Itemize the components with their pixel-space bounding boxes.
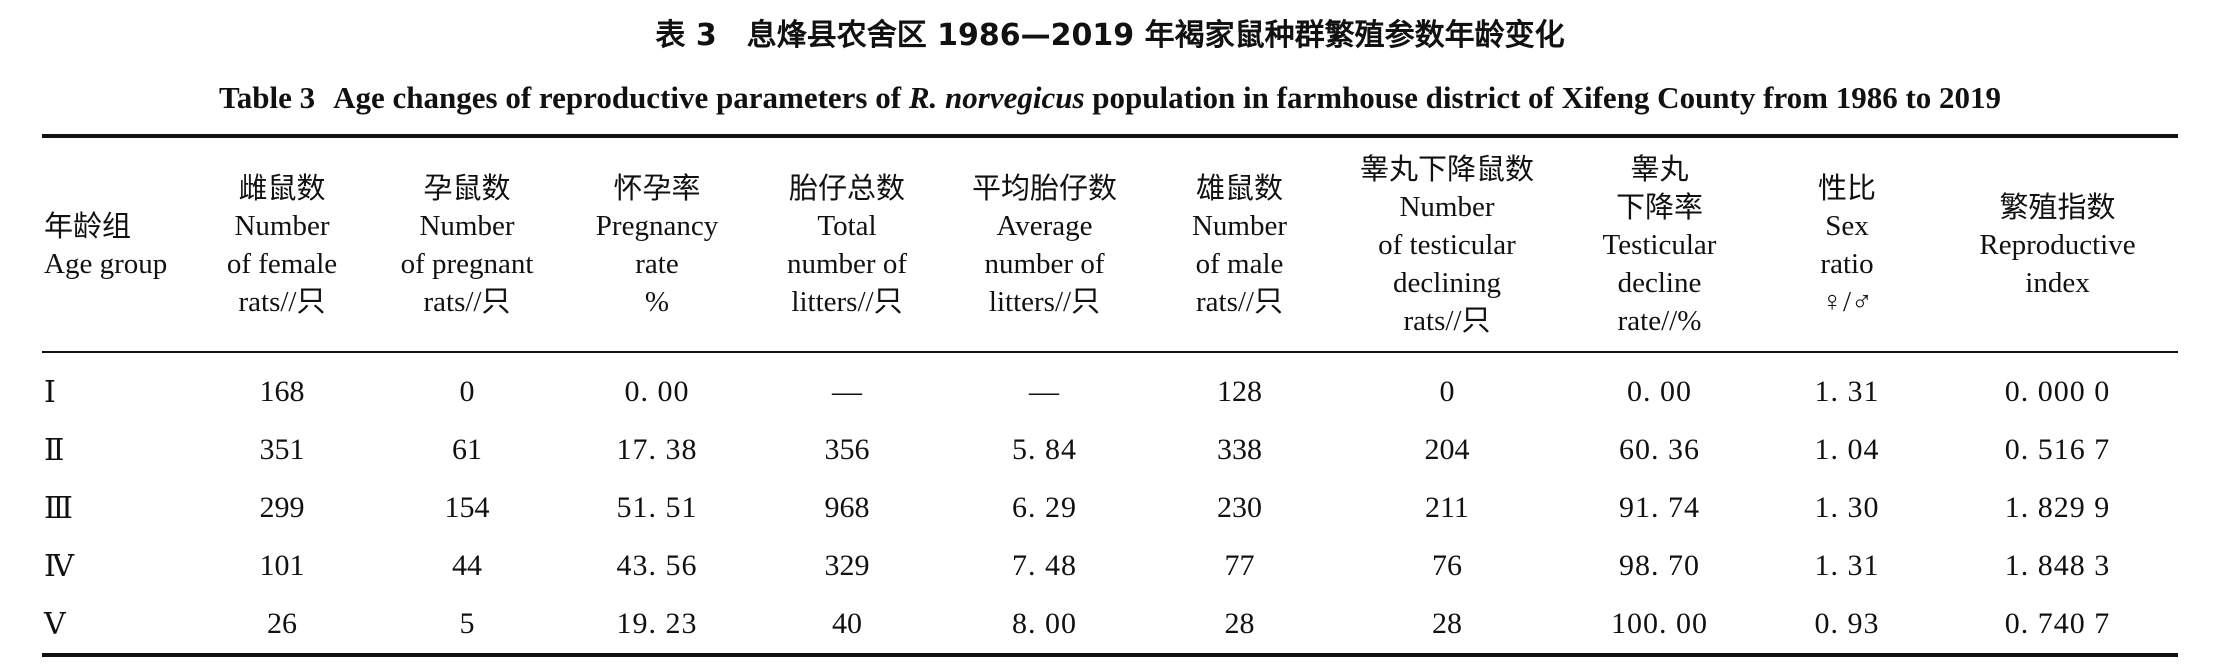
- age-group-cell: Ⅱ: [44, 433, 65, 467]
- female-rats-cell: 26: [267, 607, 297, 640]
- average-litters-cell: 8. 00: [1012, 607, 1077, 640]
- average-litters-cell: 7. 48: [1012, 549, 1077, 582]
- sex-ratio-cell: 1. 04: [1814, 433, 1880, 466]
- pregnancy-rate-cell: 43. 56: [616, 549, 698, 582]
- pregnant-rats-cell: 44: [452, 549, 482, 582]
- column-header-total-litters: 胎仔总数 Total number of litters//只: [787, 170, 907, 318]
- female-rats-cell: 101: [259, 549, 305, 582]
- reproductive-index-cell: 0. 000 0: [2004, 375, 2111, 408]
- male-rats-cell: 77: [1224, 549, 1255, 582]
- age-group-cell: Ⅰ: [44, 375, 56, 409]
- data-table-container: 年龄组 Age group 雌鼠数 Number of female rats/…: [42, 134, 2178, 657]
- reproductive-index-cell: 1. 829 9: [2004, 491, 2111, 524]
- age-group-cell: Ⅳ: [44, 549, 74, 583]
- column-header-testicular-decline-rate: 睾丸 下降率 Testicular decline rate//%: [1602, 151, 1717, 337]
- average-litters-cell: 5. 84: [1012, 433, 1077, 466]
- testicular-decline-rate-cell: 100. 00: [1611, 607, 1708, 640]
- header-row: 年龄组 Age group 雌鼠数 Number of female rats/…: [42, 136, 2178, 352]
- table-title-chinese: 息烽县农舍区 1986—2019 年褐家鼠种群繁殖参数年龄变化: [746, 18, 1565, 53]
- table-title-english-post: population in farmhouse district of Xife…: [1092, 80, 2002, 115]
- column-header-sex-ratio: 性比 Sex ratio ♀/♂: [1817, 170, 1876, 318]
- column-header-reproductive-index: 繁殖指数 Reproductive index: [1979, 189, 2136, 299]
- total-litters-cell: —: [832, 375, 862, 408]
- total-litters-cell: 356: [824, 433, 870, 466]
- total-litters-cell: 329: [824, 549, 870, 582]
- table-caption-chinese: 表 3 息烽县农舍区 1986—2019 年褐家鼠种群繁殖参数年龄变化: [0, 14, 2220, 58]
- table-row: Ⅴ 26 5 19. 23 40 8. 00 28 28 100. 00 0. …: [42, 595, 2178, 655]
- female-rats-cell: 351: [259, 433, 305, 466]
- testicular-decline-rate-cell: 60. 36: [1619, 433, 1700, 466]
- column-header-pregnant-rats: 孕鼠数 Number of pregnant rats//只: [400, 170, 534, 318]
- pregnancy-rate-cell: 51. 51: [616, 491, 698, 524]
- reproductive-index-cell: 1. 848 3: [2004, 549, 2111, 582]
- reproductive-index-cell: 0. 516 7: [2004, 433, 2111, 466]
- average-litters-cell: —: [1029, 375, 1060, 408]
- female-rats-cell: 168: [259, 375, 305, 408]
- sex-ratio-cell: 1. 31: [1814, 549, 1880, 582]
- pregnant-rats-cell: 0: [459, 375, 475, 408]
- testicular-declining-rats-cell: 204: [1424, 433, 1470, 466]
- age-group-cell: Ⅴ: [44, 607, 66, 641]
- reproductive-parameters-table: 年龄组 Age group 雌鼠数 Number of female rats/…: [42, 134, 2178, 657]
- testicular-declining-rats-cell: 0: [1439, 375, 1455, 408]
- pregnant-rats-cell: 61: [452, 433, 482, 466]
- table-label-english: Table 3: [218, 80, 316, 115]
- table-caption-english: Table 3 Age changes of reproductive param…: [0, 76, 2220, 120]
- pregnancy-rate-cell: 19. 23: [616, 607, 698, 640]
- testicular-declining-rats-cell: 76: [1432, 549, 1462, 582]
- male-rats-cell: 128: [1217, 375, 1262, 408]
- table-row: Ⅱ 351 61 17. 38 356 5. 84 338 204 60. 36…: [42, 421, 2178, 479]
- column-header-pregnancy-rate: 怀孕率 Pregnancy rate %: [595, 170, 719, 318]
- column-header-age-group: 年龄组 Age group: [44, 208, 168, 280]
- female-rats-cell: 299: [259, 491, 305, 524]
- testicular-decline-rate-cell: 0. 00: [1627, 375, 1692, 408]
- sex-ratio-cell: 0. 93: [1814, 607, 1880, 640]
- column-header-average-litters: 平均胎仔数 Average number of litters//只: [971, 170, 1117, 318]
- pregnant-rats-cell: 5: [459, 607, 475, 640]
- column-header-female-rats: 雌鼠数 Number of female rats//只: [226, 170, 338, 318]
- sex-ratio-cell: 1. 30: [1814, 491, 1880, 524]
- pregnant-rats-cell: 154: [444, 491, 490, 524]
- table-row: Ⅳ 101 44 43. 56 329 7. 48 77 76 98. 70 1…: [42, 537, 2178, 595]
- reproductive-index-cell: 0. 740 7: [2004, 607, 2111, 640]
- pregnancy-rate-cell: 0. 00: [624, 375, 690, 408]
- table-row: Ⅰ 168 0 0. 00 — — 128 0 0. 00 1. 31 0. 0…: [42, 352, 2178, 421]
- column-header-testicular-declining-rats: 睾丸下降鼠数 Number of testicular declining ra…: [1359, 151, 1534, 337]
- male-rats-cell: 338: [1217, 433, 1262, 466]
- male-rats-cell: 28: [1224, 607, 1255, 640]
- table-title-english-pre: Age changes of reproductive parameters o…: [333, 80, 902, 115]
- testicular-decline-rate-cell: 98. 70: [1619, 549, 1700, 582]
- average-litters-cell: 6. 29: [1012, 491, 1077, 524]
- column-header-male-rats: 雄鼠数 Number of male rats//只: [1191, 170, 1288, 318]
- total-litters-cell: 968: [824, 491, 870, 524]
- sex-ratio-cell: 1. 31: [1814, 375, 1880, 408]
- testicular-declining-rats-cell: 28: [1432, 607, 1462, 640]
- testicular-declining-rats-cell: 211: [1425, 491, 1469, 524]
- male-rats-cell: 230: [1217, 491, 1262, 524]
- table-row: Ⅲ 299 154 51. 51 968 6. 29 230 211 91. 7…: [42, 479, 2178, 537]
- species-name: R. norvegicus: [908, 80, 1085, 115]
- total-litters-cell: 40: [832, 607, 862, 640]
- age-group-cell: Ⅲ: [44, 491, 73, 525]
- table-label-chinese: 表 3: [655, 18, 717, 53]
- pregnancy-rate-cell: 17. 38: [616, 433, 698, 466]
- testicular-decline-rate-cell: 91. 74: [1619, 491, 1700, 524]
